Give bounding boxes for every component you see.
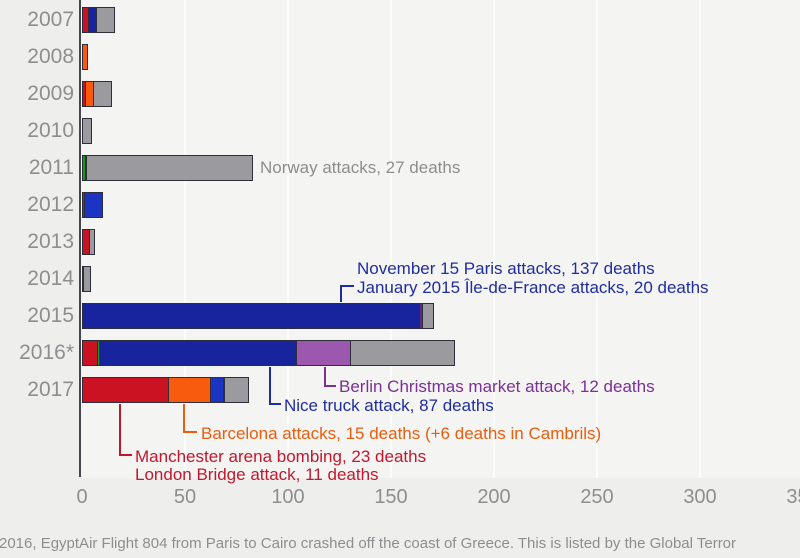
year-label-2010: 2010 (27, 119, 74, 142)
bar-segment-gray (93, 81, 112, 107)
bar-segment-orange (82, 44, 89, 70)
gridline-200 (493, 0, 495, 478)
tick-label-350: 350 (786, 486, 800, 508)
bar-row-2014 (82, 266, 92, 292)
gridline-100 (287, 0, 289, 478)
y-axis-line (79, 0, 81, 477)
year-label-2008: 2008 (27, 45, 74, 68)
bar-segment-red (82, 340, 99, 366)
bar-segment-gray (350, 340, 456, 366)
year-label-2007: 2007 (27, 8, 74, 31)
gridline-50 (184, 0, 186, 478)
bar-segment-royal (209, 377, 225, 403)
gridline-250 (596, 0, 598, 478)
bar-segment-royal (84, 192, 103, 218)
bar-row-2007 (82, 7, 116, 33)
tick-label-200: 200 (477, 486, 511, 508)
tick-label-50: 50 (173, 486, 197, 508)
year-label-2014: 2014 (27, 267, 74, 290)
bar-row-2016 (82, 340, 456, 366)
tick-label-250: 250 (580, 486, 614, 508)
bar-row-2009 (82, 81, 112, 107)
annotation-berlin: Berlin Christmas market attack, 12 death… (339, 377, 655, 396)
bar-row-2015 (82, 303, 435, 329)
bar-segment-gray (96, 7, 116, 33)
annotation-paris: November 15 Paris attacks, 137 deaths (357, 259, 655, 278)
bar-segment-gray (421, 303, 435, 329)
bar-row-2010 (82, 118, 93, 144)
year-label-2016: 2016* (19, 341, 74, 364)
annotation-manchester: Manchester arena bombing, 23 deaths (135, 447, 427, 466)
bar-segment-red (82, 377, 169, 403)
footnote-text: 2016, EgyptAir Flight 804 from Paris to … (0, 535, 737, 552)
bar-segment-gray (89, 229, 96, 255)
gridline-300 (699, 0, 701, 478)
bar-row-2013 (82, 229, 96, 255)
year-label-2012: 2012 (27, 193, 74, 216)
year-label-2015: 2015 (27, 304, 74, 327)
bar-segment-navy (82, 303, 420, 329)
annotation-nice: Nice truck attack, 87 deaths (284, 396, 494, 415)
annotation-barcelona: Barcelona attacks, 15 deaths (+6 deaths … (201, 424, 602, 443)
bar-row-2011 (82, 155, 254, 181)
annotation-norway: Norway attacks, 27 deaths (260, 158, 461, 177)
tick-label-150: 150 (374, 486, 408, 508)
bar-row-2017 (82, 377, 249, 403)
year-label-2009: 2009 (27, 82, 74, 105)
tick-label-300: 300 (683, 486, 717, 508)
bar-segment-navy (98, 340, 297, 366)
year-label-2013: 2013 (27, 230, 74, 253)
year-label-2017: 2017 (27, 378, 74, 401)
gridline-150 (390, 0, 392, 478)
bar-segment-purple_light (295, 340, 352, 366)
bar-row-2012 (82, 192, 103, 218)
bar-segment-gray (82, 118, 93, 144)
bar-segment-gray (224, 377, 249, 403)
annotation-london-bridge: London Bridge attack, 11 deaths (135, 465, 379, 484)
tick-label-100: 100 (271, 486, 305, 508)
bar-segment-gray (83, 266, 92, 292)
year-label-2011: 2011 (28, 156, 74, 179)
tick-label-0: 0 (76, 486, 88, 508)
annotation-ile-de-france: January 2015 Île-de-France attacks, 20 d… (357, 278, 709, 297)
bar-row-2008 (82, 44, 89, 70)
bar-segment-orange (167, 377, 211, 403)
bar-segment-gray (86, 155, 254, 181)
